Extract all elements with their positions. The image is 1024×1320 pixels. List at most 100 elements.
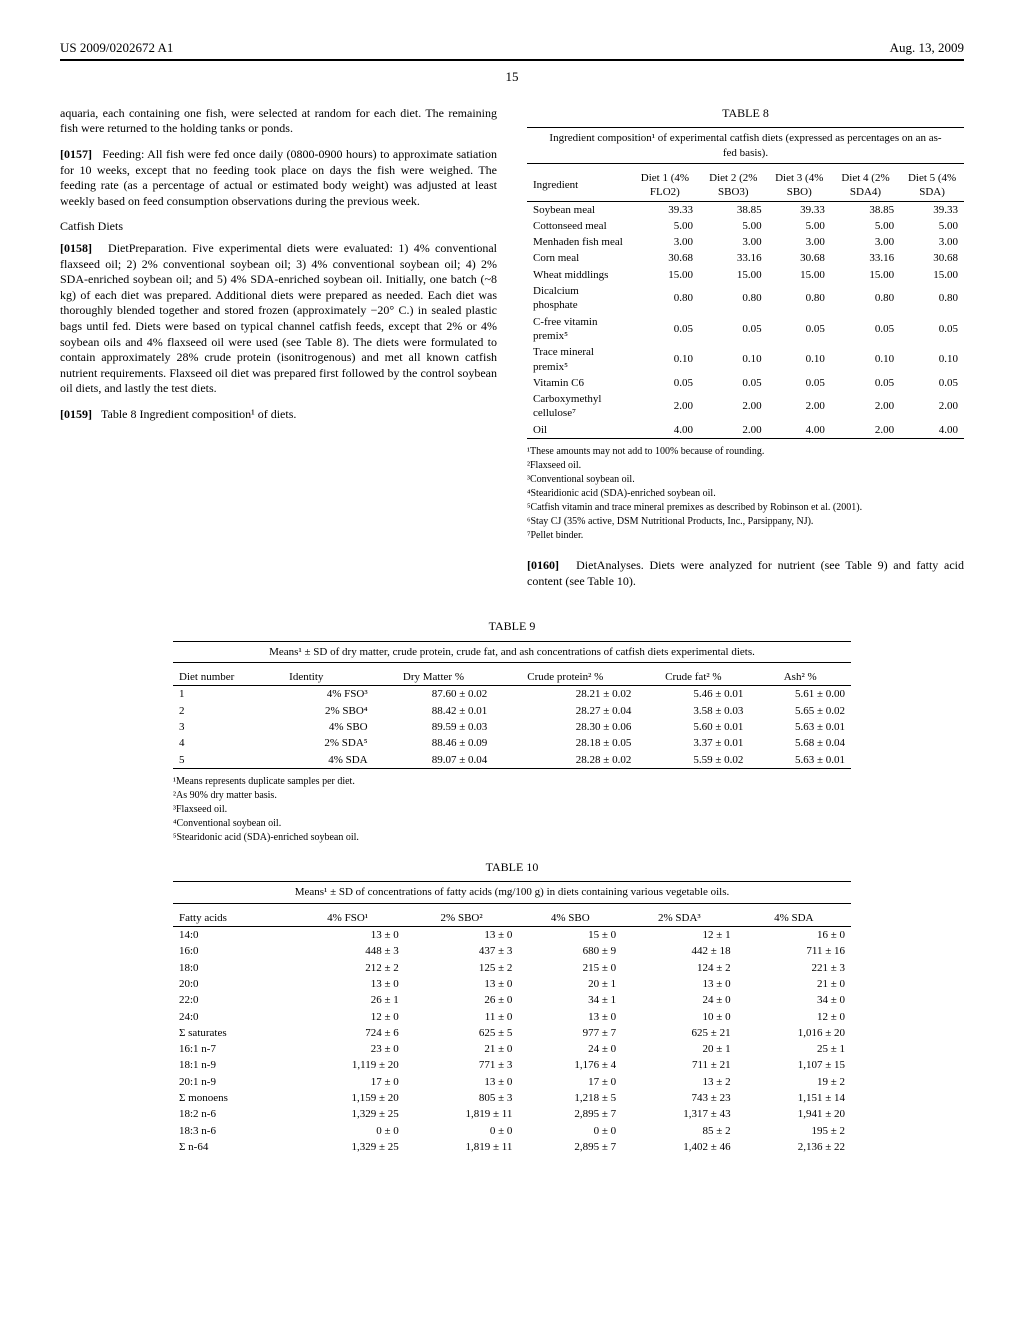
table-cell: 0.05 <box>831 375 900 391</box>
table-row: Wheat middlings15.0015.0015.0015.0015.00 <box>527 267 964 283</box>
table-10: TABLE 10 Means¹ ± SD of concentrations o… <box>173 860 851 1155</box>
col-header: 4% FSO¹ <box>290 910 404 927</box>
table-cell: 39.33 <box>631 201 699 218</box>
table-cell: Σ monoens <box>173 1090 290 1106</box>
col-header: 2% SDA³ <box>622 910 736 927</box>
table-row: 20:013 ± 013 ± 020 ± 113 ± 021 ± 0 <box>173 976 851 992</box>
col-header: Crude fat² % <box>637 669 749 686</box>
table-cell: 13 ± 0 <box>405 1074 519 1090</box>
table-cell: 0.10 <box>631 344 699 375</box>
table-cell: 15 ± 0 <box>518 927 622 944</box>
body-columns: aquaria, each containing one fish, were … <box>60 106 964 599</box>
table-cell: 625 ± 21 <box>622 1025 736 1041</box>
table-cell: 0.10 <box>831 344 900 375</box>
table-cell: 17 ± 0 <box>518 1074 622 1090</box>
left-column: aquaria, each containing one fish, were … <box>60 106 497 599</box>
footnote: ⁶Stay CJ (35% active, DSM Nutritional Pr… <box>527 515 964 528</box>
footnote: ¹Means represents duplicate samples per … <box>173 775 851 788</box>
table-cell: 124 ± 2 <box>622 960 736 976</box>
table-cell: Dicalcium phosphate <box>527 283 631 314</box>
footnote: ⁵Stearidonic acid (SDA)-enriched soybean… <box>173 831 851 844</box>
table-cell: 5.46 ± 0.01 <box>637 686 749 703</box>
table-cell: 12 ± 1 <box>622 927 736 944</box>
table-cell: Trace mineral premix⁵ <box>527 344 631 375</box>
table-cell: 680 ± 9 <box>518 943 622 959</box>
table-cell: 1,402 ± 46 <box>622 1139 736 1155</box>
table-cell: 16:0 <box>173 943 290 959</box>
table-cell: 2.00 <box>768 391 831 422</box>
page-header: US 2009/0202672 A1 Aug. 13, 2009 <box>60 40 964 61</box>
col-header: Diet 5 (4% SDA) <box>900 170 964 201</box>
table-cell: 18:1 n-9 <box>173 1057 290 1073</box>
table-cell: 125 ± 2 <box>405 960 519 976</box>
table-cell: 20:1 n-9 <box>173 1074 290 1090</box>
footnote: ⁴Conventional soybean oil. <box>173 817 851 830</box>
table-cell: 3 <box>173 719 283 735</box>
table-cell: 0.05 <box>699 375 768 391</box>
table-cell: 2.00 <box>699 391 768 422</box>
para-number: [0158] <box>60 241 92 255</box>
table-cell: 0.10 <box>900 344 964 375</box>
table-cell: 2.00 <box>699 422 768 439</box>
table-cell: 34 ± 1 <box>518 992 622 1008</box>
table-cell: 0.05 <box>631 375 699 391</box>
table-cell: 2% SBO⁴ <box>283 703 373 719</box>
col-header: 2% SBO² <box>405 910 519 927</box>
footnote: ⁵Catfish vitamin and trace mineral premi… <box>527 501 964 514</box>
table-cell: 13 ± 0 <box>290 976 404 992</box>
table-cell: 1,941 ± 20 <box>737 1106 851 1122</box>
table-cell: 1,329 ± 25 <box>290 1106 404 1122</box>
table-row: 42% SDA⁵88.46 ± 0.0928.18 ± 0.053.37 ± 0… <box>173 735 851 751</box>
table-cell: 724 ± 6 <box>290 1025 404 1041</box>
col-header: 4% SBO <box>518 910 622 927</box>
para-0158: [0158] DietPreparation. Five experimenta… <box>60 241 497 397</box>
table-cell: 28.18 ± 0.05 <box>493 735 637 751</box>
table-row: 16:1 n-723 ± 021 ± 024 ± 020 ± 125 ± 1 <box>173 1041 851 1057</box>
table-cell: 20 ± 1 <box>622 1041 736 1057</box>
table-cell: 17 ± 0 <box>290 1074 404 1090</box>
table-cell: 88.46 ± 0.09 <box>374 735 494 751</box>
table-row: 20:1 n-917 ± 013 ± 017 ± 013 ± 219 ± 2 <box>173 1074 851 1090</box>
table-cell: Carboxymethyl cellulose⁷ <box>527 391 631 422</box>
para-text: DietAnalyses. Diets were analyzed for nu… <box>527 558 964 588</box>
table-8-grid: Ingredient Diet 1 (4% FLO2) Diet 2 (2% S… <box>527 170 964 439</box>
table-cell: 4 <box>173 735 283 751</box>
footnote: ⁴Stearidionic acid (SDA)-enriched soybea… <box>527 487 964 500</box>
table-cell: 0.80 <box>631 283 699 314</box>
col-header: Ash² % <box>749 669 851 686</box>
footnote: ⁷Pellet binder. <box>527 529 964 542</box>
footnote: ²As 90% dry matter basis. <box>173 789 851 802</box>
table-cell: 448 ± 3 <box>290 943 404 959</box>
table-cell: 15.00 <box>900 267 964 283</box>
table-cell: 1,317 ± 43 <box>622 1106 736 1122</box>
table-cell: 5.00 <box>699 218 768 234</box>
table-cell: 1,151 ± 14 <box>737 1090 851 1106</box>
table-cell: 0.05 <box>900 314 964 345</box>
table-cell: 19 ± 2 <box>737 1074 851 1090</box>
table-cell: 0.05 <box>831 314 900 345</box>
table-cell: 2,895 ± 7 <box>518 1106 622 1122</box>
table-cell: 18:0 <box>173 960 290 976</box>
table-8-footnotes: ¹These amounts may not add to 100% becau… <box>527 445 964 542</box>
table-cell: 5.00 <box>831 218 900 234</box>
table-row: Soybean meal39.3338.8539.3338.8539.33 <box>527 201 964 218</box>
table-cell: 4.00 <box>900 422 964 439</box>
table-cell: 39.33 <box>900 201 964 218</box>
table-cell: 0 ± 0 <box>518 1123 622 1139</box>
para-0160: [0160] DietAnalyses. Diets were analyzed… <box>527 558 964 589</box>
right-column: TABLE 8 Ingredient composition¹ of exper… <box>527 106 964 599</box>
table-cell: 33.16 <box>831 250 900 266</box>
table-cell: 195 ± 2 <box>737 1123 851 1139</box>
table-cell: 2 <box>173 703 283 719</box>
table-row: 18:1 n-91,119 ± 20771 ± 31,176 ± 4711 ± … <box>173 1057 851 1073</box>
col-header: Identity <box>283 669 373 686</box>
table-cell: 4.00 <box>768 422 831 439</box>
table-cell: 21 ± 0 <box>737 976 851 992</box>
para-text: DietPreparation. Five experimental diets… <box>60 241 497 395</box>
table-cell: 1,159 ± 20 <box>290 1090 404 1106</box>
page-number: 15 <box>60 69 964 86</box>
table-cell: 1,218 ± 5 <box>518 1090 622 1106</box>
table-cell: 28.21 ± 0.02 <box>493 686 637 703</box>
patent-number: US 2009/0202672 A1 <box>60 40 173 57</box>
footnote: ³Flaxseed oil. <box>173 803 851 816</box>
